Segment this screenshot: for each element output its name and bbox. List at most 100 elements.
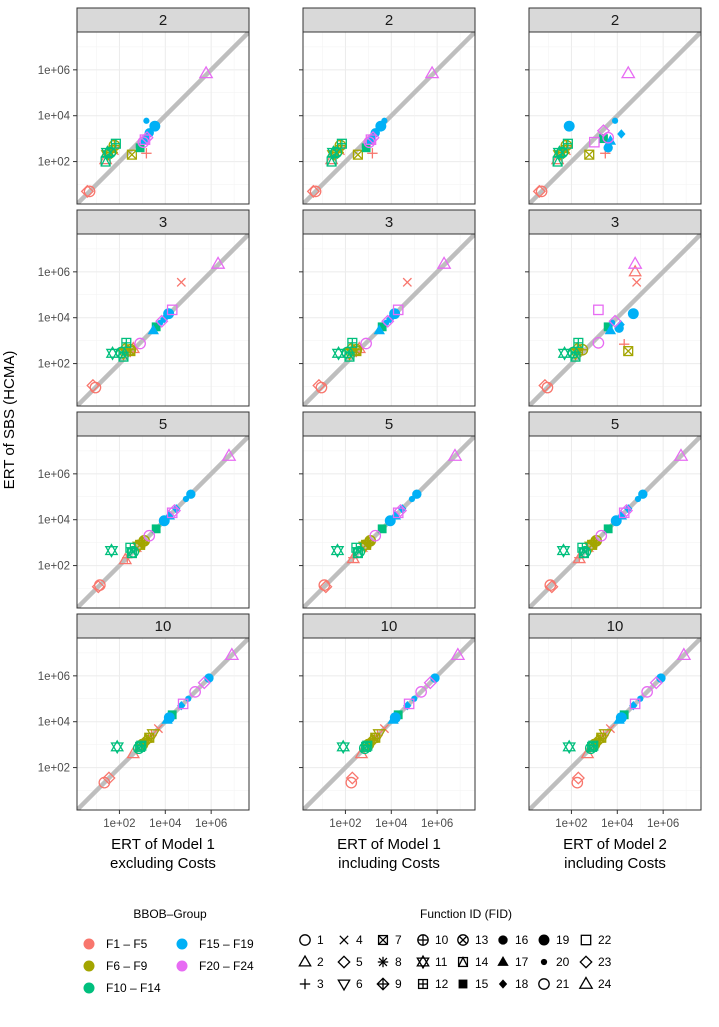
point-fid-19 — [389, 712, 401, 724]
x-tick-label: 1e+04 — [149, 818, 182, 830]
identity-line — [303, 638, 475, 810]
x-tick-label: 1e+02 — [103, 818, 135, 830]
legend-fid-shape — [457, 934, 469, 946]
identity-line — [529, 234, 701, 406]
legend-group-swatch — [176, 960, 188, 972]
point-fid-11 — [562, 739, 577, 755]
x-axis-title-col3-line2: including Costs — [564, 855, 666, 872]
point-fid-5 — [319, 580, 333, 594]
facet-strip-label: 10 — [155, 618, 172, 635]
point-fid-23 — [596, 124, 611, 138]
legend-group-item-1: F1 – F5 — [83, 937, 148, 951]
point-fid-24 — [221, 448, 237, 461]
gridlines — [77, 436, 249, 608]
point-fid-18 — [177, 700, 186, 711]
point-fid-1 — [345, 776, 358, 789]
point-fid-16 — [638, 489, 648, 499]
point-fid-14 — [126, 547, 137, 559]
point-fid-17 — [373, 324, 385, 335]
legend-fid-shape — [498, 935, 508, 945]
point-fid-23 — [649, 676, 663, 690]
y-axis-title: ERT of SBS (HCMA) — [1, 351, 18, 490]
point-fid-21 — [595, 529, 608, 542]
legend-fid-item-1: 1 — [299, 933, 324, 947]
point-fid-18 — [141, 133, 150, 144]
legend-fid-item-14: 14 — [457, 955, 489, 969]
panel-row1-col2: 2 — [299, 7, 476, 205]
legend-fid-item-5: 5 — [337, 955, 363, 969]
point-fid-19 — [163, 308, 175, 320]
panel-row3-col3: 5 — [525, 411, 702, 609]
plot-area — [529, 638, 701, 810]
x-axis-title-col2-line2: including Costs — [338, 855, 440, 872]
point-fid-6 — [372, 729, 387, 741]
point-fid-22 — [618, 507, 630, 519]
point-fid-11 — [556, 543, 571, 558]
point-fid-22 — [139, 134, 151, 146]
point-fid-12 — [347, 337, 358, 348]
legend-fid-shape — [417, 934, 429, 946]
y-tick-label: 1e+06 — [38, 671, 70, 683]
point-fid-4 — [176, 277, 186, 287]
point-fid-24 — [424, 65, 440, 79]
point-fid-23 — [155, 314, 169, 328]
point-fid-14 — [344, 350, 355, 362]
point-fid-14 — [587, 740, 598, 752]
point-fid-16 — [603, 143, 613, 153]
legend-group-swatch — [176, 938, 188, 950]
legend-fid-shape — [377, 934, 389, 946]
legend-fid-shape — [417, 978, 429, 990]
facet-strip — [76, 7, 250, 33]
legend-fid-item-16: 16 — [498, 933, 529, 947]
legend-fid-shape — [339, 935, 349, 945]
point-fid-23 — [381, 314, 395, 328]
plot-area — [303, 32, 475, 204]
x-axis-title-col3-line1: ERT of Model 2 — [563, 836, 667, 853]
legend-fid-shape — [298, 954, 312, 967]
y-tick-label: 1e+04 — [38, 111, 71, 123]
legend-fid-label: 16 — [515, 933, 529, 947]
legend-group-item-3: F10 – F14 — [83, 981, 161, 995]
legend-group-item-5: F20 – F24 — [176, 959, 254, 973]
x-tick-label: 1e+02 — [329, 818, 361, 830]
point-fid-24 — [436, 256, 452, 269]
panel-border — [302, 233, 476, 407]
legend-fid-shape — [457, 956, 469, 968]
panel-border — [302, 31, 476, 205]
point-fid-19 — [389, 308, 401, 320]
legend-fid-shape — [580, 934, 592, 946]
panel-row4-col1: 10 1e+02 1e+04 1e+06 1e+02 1e+04 1e+06 — [38, 613, 250, 830]
point-fid-15 — [603, 322, 613, 332]
point-fid-1 — [571, 776, 584, 789]
point-fid-22 — [392, 304, 404, 316]
gridlines — [303, 436, 475, 608]
legend-fid-label: 8 — [395, 955, 402, 969]
point-fid-11 — [557, 346, 572, 361]
point-fid-1 — [309, 185, 322, 198]
legend-fid-item-22: 22 — [580, 933, 612, 947]
plot-area — [529, 436, 701, 608]
panel-border — [528, 637, 702, 811]
point-fid-15 — [603, 524, 613, 534]
plot-area — [303, 436, 475, 608]
point-fid-12 — [562, 138, 573, 149]
legend-fid-shape — [337, 979, 351, 992]
point-fid-5 — [102, 771, 116, 785]
legend-fid-label: 1 — [317, 933, 324, 947]
legend-fid-label: 15 — [475, 977, 489, 991]
legend-fid-label: 17 — [515, 955, 529, 969]
point-fid-6 — [598, 729, 613, 741]
point-fid-21 — [134, 337, 146, 350]
point-fid-23 — [140, 131, 154, 145]
panel-border — [76, 31, 250, 205]
point-fid-24 — [210, 256, 226, 269]
panel-row1-col1: 2 1e+02 1e+04 1e+06 — [38, 7, 250, 205]
point-fid-20 — [609, 319, 616, 326]
legend-fid-shape — [299, 978, 311, 990]
point-fid-14 — [118, 350, 129, 362]
facet-strip-label: 10 — [381, 618, 398, 635]
facet-strip-label: 3 — [385, 214, 393, 231]
legend-fid-item-17: 17 — [497, 955, 529, 969]
legend-fid-item-6: 6 — [337, 977, 363, 992]
legend-fid-title: Function ID (FID) — [420, 907, 512, 921]
